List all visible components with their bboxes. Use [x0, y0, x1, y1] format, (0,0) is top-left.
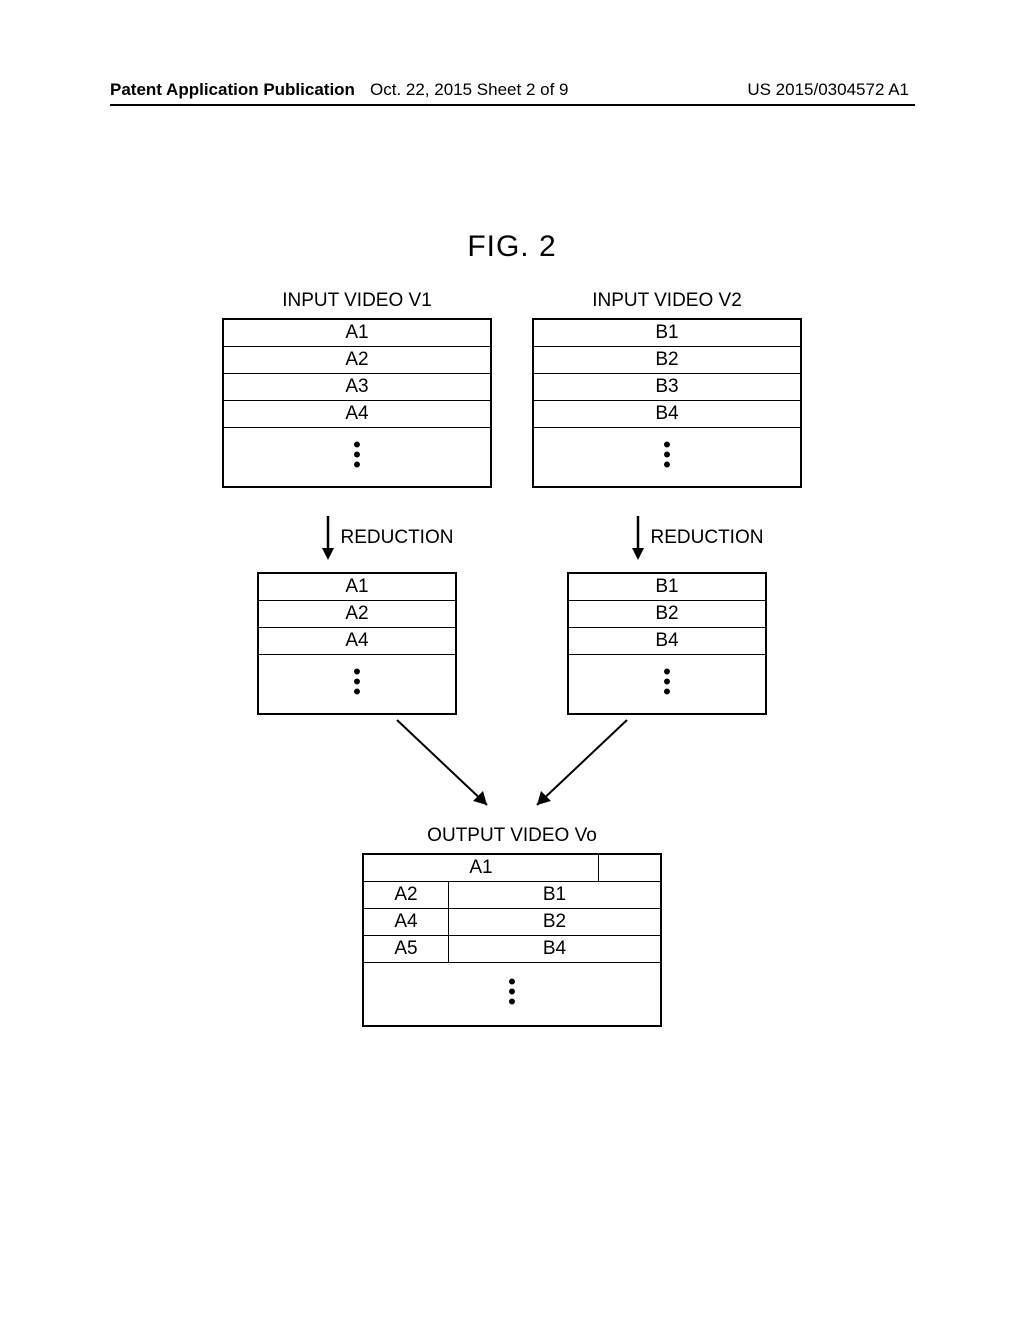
output-cell: A5 [364, 936, 449, 962]
frame-cell: B2 [534, 347, 800, 374]
output-title: OUTPUT VIDEO Vo [0, 825, 1024, 847]
output-cell-blank [599, 855, 660, 881]
header-left: Patent Application Publication [110, 80, 355, 100]
reduction-v2: REDUCTION [631, 516, 764, 560]
output-table: A1 A2 B1 A4 B2 A5 B4 ••• [362, 853, 662, 1027]
output-cell: B1 [449, 882, 660, 908]
ellipsis: ••• [534, 428, 800, 486]
output-row: A1 [364, 855, 660, 882]
input-v1-title: INPUT VIDEO V1 [282, 290, 432, 312]
frame-cell: B1 [569, 574, 765, 601]
frame-cell: A1 [224, 320, 490, 347]
header-center: Oct. 22, 2015 Sheet 2 of 9 [370, 80, 568, 100]
frame-cell: A1 [259, 574, 455, 601]
frame-cell: B4 [569, 628, 765, 655]
output-row: A4 B2 [364, 909, 660, 936]
frame-cell: B1 [534, 320, 800, 347]
page-header: Patent Application Publication Oct. 22, … [0, 80, 1024, 100]
input-v2-table: B1 B2 B3 B4 ••• [532, 318, 802, 488]
frame-cell: A3 [224, 374, 490, 401]
arrow-down-icon [631, 516, 645, 560]
ellipsis: ••• [364, 963, 660, 1025]
arrow-down-icon [321, 516, 335, 560]
frame-cell: A2 [259, 601, 455, 628]
frame-cell: B2 [569, 601, 765, 628]
reduction-label: REDUCTION [651, 527, 764, 549]
header-right: US 2015/0304572 A1 [747, 80, 909, 100]
frame-cell: B3 [534, 374, 800, 401]
ellipsis: ••• [224, 428, 490, 486]
reduced-v1-table: A1 A2 A4 ••• [257, 572, 457, 715]
header-rule [110, 104, 915, 106]
output-cell: B2 [449, 909, 660, 935]
ellipsis: ••• [259, 655, 455, 713]
output-table-wrap: A1 A2 B1 A4 B2 A5 B4 ••• [0, 853, 1024, 1027]
merge-arrows [202, 715, 822, 825]
output-cell: B4 [449, 936, 660, 962]
output-row: A5 B4 [364, 936, 660, 963]
output-cell: A1 [364, 855, 599, 881]
frame-cell: A4 [224, 401, 490, 428]
output-cell: A2 [364, 882, 449, 908]
input-row: INPUT VIDEO V1 A1 A2 A3 A4 ••• REDUCTION… [0, 290, 1024, 715]
frame-cell: A2 [224, 347, 490, 374]
reduction-v1: REDUCTION [321, 516, 454, 560]
input-v1-table: A1 A2 A3 A4 ••• [222, 318, 492, 488]
input-v2-column: INPUT VIDEO V2 B1 B2 B3 B4 ••• REDUCTION… [532, 290, 802, 715]
ellipsis: ••• [569, 655, 765, 713]
input-v1-column: INPUT VIDEO V1 A1 A2 A3 A4 ••• REDUCTION… [222, 290, 492, 715]
reduction-label: REDUCTION [341, 527, 454, 549]
output-cell: A4 [364, 909, 449, 935]
input-v2-title: INPUT VIDEO V2 [592, 290, 742, 312]
frame-cell: B4 [534, 401, 800, 428]
figure-title: FIG. 2 [0, 230, 1024, 264]
frame-cell: A4 [259, 628, 455, 655]
output-row: A2 B1 [364, 882, 660, 909]
reduced-v2-table: B1 B2 B4 ••• [567, 572, 767, 715]
merge-arrows-svg [202, 715, 822, 825]
diagram: INPUT VIDEO V1 A1 A2 A3 A4 ••• REDUCTION… [0, 290, 1024, 1027]
